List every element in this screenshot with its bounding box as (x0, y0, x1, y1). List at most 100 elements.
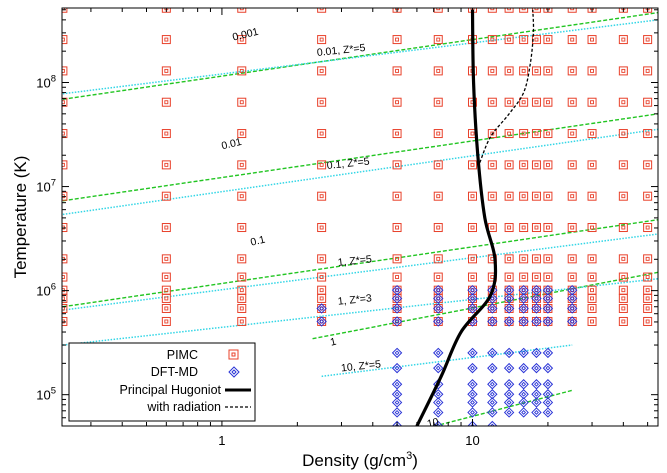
dftmd-point (391, 407, 403, 418)
radiation-hugoniot-curve (479, 9, 535, 163)
dftmd-point (487, 407, 498, 418)
degeneracy-label: 0.01 (220, 136, 243, 152)
pimc-point (567, 129, 577, 139)
pimc-point-inner (590, 100, 594, 105)
pimc-point-inner (507, 225, 512, 230)
dftmd-point-inner (521, 306, 527, 311)
dftmd-point-inner (506, 350, 512, 356)
pimc-point-inner (621, 306, 626, 311)
dftmd-point (542, 293, 554, 304)
pimc-point-inner (436, 194, 441, 199)
pimc-point (531, 223, 541, 233)
pimc-point-inner (570, 275, 575, 280)
pimc-point (587, 316, 597, 326)
dftmd-point-inner (470, 410, 475, 415)
pimc-point (531, 285, 541, 295)
pimc-point-inner (545, 131, 550, 136)
pimc-point-inner (164, 131, 169, 136)
pimc-point-inner (645, 100, 650, 105)
pimc-point-inner (239, 275, 244, 280)
degeneracy-label: 0.001 (231, 26, 260, 44)
pimc-point (543, 223, 553, 233)
dftmd-point (518, 293, 529, 304)
dftmd-point-inner (545, 381, 551, 387)
pimc-point (161, 285, 171, 295)
pimc-point (643, 272, 653, 282)
pimc-point-inner (239, 37, 244, 42)
dftmd-point-inner (319, 306, 325, 311)
dftmd-point-inner (470, 296, 475, 301)
dftmd-point (467, 407, 478, 418)
dftmd-point-inner (394, 350, 400, 356)
dftmd-point (531, 303, 542, 314)
pimc-point (519, 129, 529, 139)
pimc-point (62, 272, 68, 282)
pimc-point (161, 191, 171, 201)
dftmd-point-inner (521, 381, 527, 387)
degeneracy-line (62, 219, 658, 308)
pimc-point (567, 35, 577, 45)
pimc-point (643, 285, 653, 295)
dftmd-point (518, 407, 529, 418)
pimc-point (567, 191, 577, 201)
pimc-point (587, 303, 597, 313)
pimc-point-inner (521, 68, 526, 73)
pimc-point (467, 272, 477, 282)
dftmd-point (503, 293, 515, 304)
pimc-point-inner (545, 37, 550, 42)
pimc-point (643, 66, 653, 76)
pimc-point-inner (590, 194, 594, 199)
pimc-point (392, 254, 402, 264)
ionization-line (62, 128, 658, 216)
dftmd-point-inner (534, 365, 539, 371)
y-axis-label: Temperature (K) (11, 156, 30, 279)
pimc-point-inner (395, 225, 400, 230)
pimc-point-inner (621, 131, 626, 136)
dftmd-point (467, 420, 478, 426)
dftmd-point (503, 284, 515, 296)
pimc-point (519, 191, 529, 201)
dftmd-point-inner (470, 306, 475, 311)
pimc-point-inner (164, 275, 169, 280)
pimc-point (317, 272, 327, 282)
pimc-point (618, 97, 628, 107)
pimc-point-inner (645, 275, 650, 280)
dftmd-point-inner (506, 306, 512, 311)
pimc-point-inner (545, 194, 550, 199)
ionization-label: 10, Z*=5 (340, 358, 381, 374)
degeneracy-label: 1 (329, 336, 338, 349)
pimc-point-inner (239, 288, 244, 293)
pimc-point-inner (164, 296, 169, 301)
dftmd-point-inner (545, 400, 551, 405)
pimc-point-inner (645, 225, 650, 230)
y-tick-label: 107 (36, 178, 56, 195)
legend-box (68, 342, 256, 422)
pimc-point-inner (490, 162, 495, 167)
pimc-point-inner (239, 131, 244, 136)
pimc-point-inner (164, 100, 169, 105)
pimc-point (237, 160, 247, 170)
pimc-point (161, 35, 171, 45)
dftmd-point (503, 316, 515, 327)
x-axis-label: Density (g/cm3) (302, 450, 418, 470)
pimc-point (467, 223, 477, 233)
pimc-point (519, 303, 529, 313)
pimc-point (519, 223, 529, 233)
pimc-point (519, 97, 529, 107)
pimc-point-inner (570, 131, 575, 136)
pimc-point-inner (590, 319, 594, 324)
pimc-point-inner (490, 225, 495, 230)
pimc-point (467, 191, 477, 201)
pimc-point-inner (507, 37, 512, 42)
pimc-point (317, 293, 327, 303)
pimc-point (543, 35, 553, 45)
dftmd-point (433, 316, 444, 327)
pimc-point (317, 223, 327, 233)
pimc-point (567, 160, 577, 170)
dftmd-point-inner (569, 306, 575, 311)
pimc-point (618, 160, 628, 170)
principal-hugoniot-curve (415, 9, 498, 426)
pimc-point-inner (621, 68, 626, 73)
pimc-point-inner (645, 256, 650, 261)
pimc-point (467, 285, 477, 295)
